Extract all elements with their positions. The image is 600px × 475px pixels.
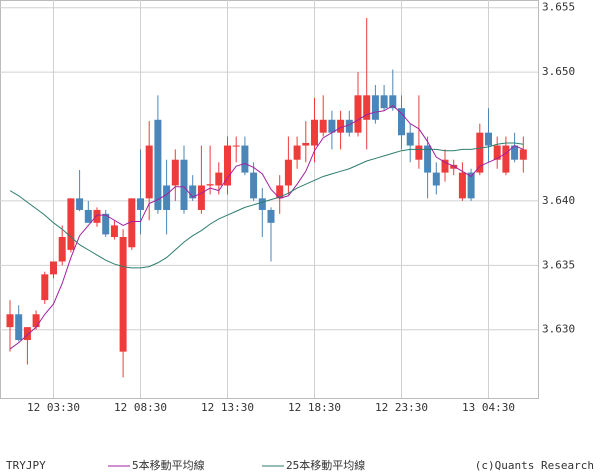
candle-body xyxy=(371,95,379,120)
candle-body xyxy=(467,172,475,199)
candle-body xyxy=(189,185,197,199)
candle-body xyxy=(128,198,136,248)
candle-body xyxy=(415,145,423,160)
y-tick-label: 3.640 xyxy=(542,194,575,207)
candle-body xyxy=(232,145,240,147)
candle-body xyxy=(493,145,501,160)
chart-title: TRYJPY xyxy=(6,459,46,472)
candle-body xyxy=(519,149,527,160)
candle-body xyxy=(58,236,66,262)
y-tick-label: 3.635 xyxy=(542,258,575,271)
candle-body xyxy=(293,145,301,160)
candle-body xyxy=(23,327,31,341)
x-tick-label: 12 03:30 xyxy=(27,401,80,414)
source: (c)Quants Research xyxy=(475,459,594,472)
candle-body xyxy=(206,184,214,186)
candle-body xyxy=(302,142,310,146)
candle-body xyxy=(102,213,110,235)
candle-body xyxy=(67,198,75,250)
y-tick-label: 3.650 xyxy=(542,65,575,78)
candle-body xyxy=(6,314,14,328)
candle-body xyxy=(180,159,188,210)
x-tick-label: 12 13:30 xyxy=(201,401,254,414)
candle-body xyxy=(398,108,405,136)
candle-body xyxy=(337,119,345,133)
legend-label: 25本移動平均線 xyxy=(286,458,365,472)
y-tick-label: 3.655 xyxy=(542,1,575,14)
candle-body xyxy=(276,185,284,199)
candle-body xyxy=(197,185,205,210)
candle-body xyxy=(389,95,397,109)
candle-body xyxy=(311,119,318,146)
candle-body xyxy=(145,145,153,199)
y-tick-label: 3.630 xyxy=(542,323,575,336)
ma-line xyxy=(9,105,524,350)
ma-line xyxy=(9,142,524,269)
candle-body xyxy=(50,261,57,275)
plot-area xyxy=(0,0,539,399)
candle-body xyxy=(154,119,162,210)
candle-body xyxy=(441,159,449,173)
candle-body xyxy=(284,159,292,186)
x-tick-label: 13 04:30 xyxy=(462,401,515,414)
candle-body xyxy=(224,145,231,186)
candle-body xyxy=(476,132,484,173)
candle-body xyxy=(258,198,266,210)
candle-body xyxy=(32,314,40,328)
candle-body xyxy=(137,198,144,210)
candle-body xyxy=(458,172,466,199)
candle-body xyxy=(15,314,23,341)
candle-body xyxy=(363,95,371,120)
candle-body xyxy=(406,132,414,146)
candle-body xyxy=(354,95,362,133)
candle-body xyxy=(110,225,118,237)
candle-body xyxy=(485,132,492,146)
candle-body xyxy=(119,236,127,352)
candle-body xyxy=(215,172,223,186)
candle-body xyxy=(76,198,84,210)
candle-body xyxy=(250,172,258,199)
candle-body xyxy=(502,145,510,173)
candle-body xyxy=(328,119,336,133)
candle-body xyxy=(41,274,49,301)
candle-body xyxy=(424,145,432,173)
candle-body xyxy=(267,209,275,223)
x-tick-label: 12 23:30 xyxy=(375,401,428,414)
candle-body xyxy=(241,145,249,173)
candle-body xyxy=(93,209,101,223)
candle-body xyxy=(432,172,440,186)
candle-body xyxy=(163,185,171,210)
candle-body xyxy=(171,159,179,186)
x-tick-label: 12 18:30 xyxy=(288,401,341,414)
candle-body xyxy=(84,209,92,223)
legend-label: 5本移動平均線 xyxy=(132,458,205,472)
candle-body xyxy=(511,145,519,160)
candle-body xyxy=(380,95,388,109)
candle-body xyxy=(319,119,327,133)
x-tick-label: 12 08:30 xyxy=(114,401,167,414)
candle-body xyxy=(450,164,458,169)
candle-body xyxy=(345,119,353,133)
